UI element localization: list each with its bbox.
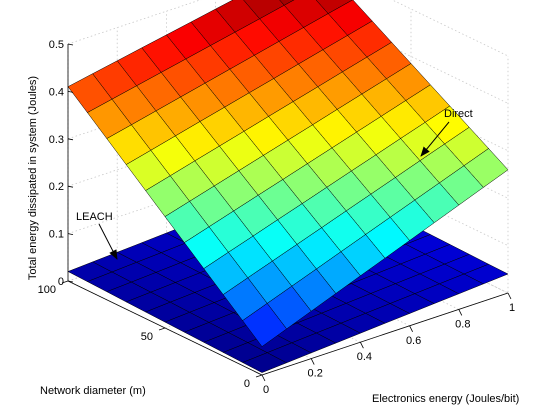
- z-tick-label: 0.4: [49, 86, 64, 98]
- x-tick: [409, 325, 413, 332]
- x-tick: [360, 342, 364, 349]
- y-tick: [158, 327, 166, 331]
- annotation-leach-label: LEACH: [76, 211, 113, 223]
- z-tick-label: 0.3: [49, 134, 64, 146]
- z-tick-label: 0: [58, 276, 64, 288]
- z-tick: [67, 280, 74, 283]
- surface-cell: [242, 303, 287, 347]
- x-tick: [507, 292, 512, 300]
- x-tick-label: 0.6: [406, 335, 421, 347]
- z-tick-label: 0.1: [49, 229, 64, 241]
- z-axis-label: Total energy dissipated in system (Joule…: [27, 76, 39, 280]
- y-tick-label: 0: [244, 378, 250, 390]
- x-tick-label: 0.2: [308, 368, 323, 380]
- x-tick: [261, 374, 266, 382]
- x-tick-label: 0.8: [455, 318, 470, 330]
- y-tick-label: 50: [141, 331, 153, 343]
- annotation-direct-arrow: [420, 121, 450, 157]
- x-axis-label: Electronics energy (Joules/bit): [372, 393, 519, 405]
- x-axis-line: [261, 292, 509, 376]
- surface-cell: [242, 352, 287, 373]
- x-tick: [458, 309, 463, 316]
- surface-direct: [67, 0, 509, 347]
- x-tick-label: 0: [263, 384, 269, 396]
- y-tick: [255, 374, 263, 378]
- z-tick-label: 0.2: [49, 181, 64, 193]
- z-tick: [67, 233, 74, 235]
- grid-line-y: [261, 56, 509, 376]
- annotation-direct-label: Direct: [444, 108, 473, 120]
- y-axis-label: Network diameter (m): [40, 385, 146, 397]
- y-tick: [61, 280, 69, 284]
- surface-layers: [67, 0, 509, 373]
- z-tick-label: 0.5: [49, 39, 64, 51]
- x-tick-label: 1: [509, 302, 515, 314]
- z-tick: [67, 185, 74, 188]
- x-tick-label: 0.4: [357, 351, 372, 363]
- annotation-leach-arrow: [98, 223, 118, 260]
- z-tick: [67, 91, 74, 93]
- y-tick-label: 100: [38, 284, 56, 296]
- z-tick: [67, 43, 74, 46]
- x-tick: [310, 358, 315, 365]
- z-tick: [67, 138, 74, 141]
